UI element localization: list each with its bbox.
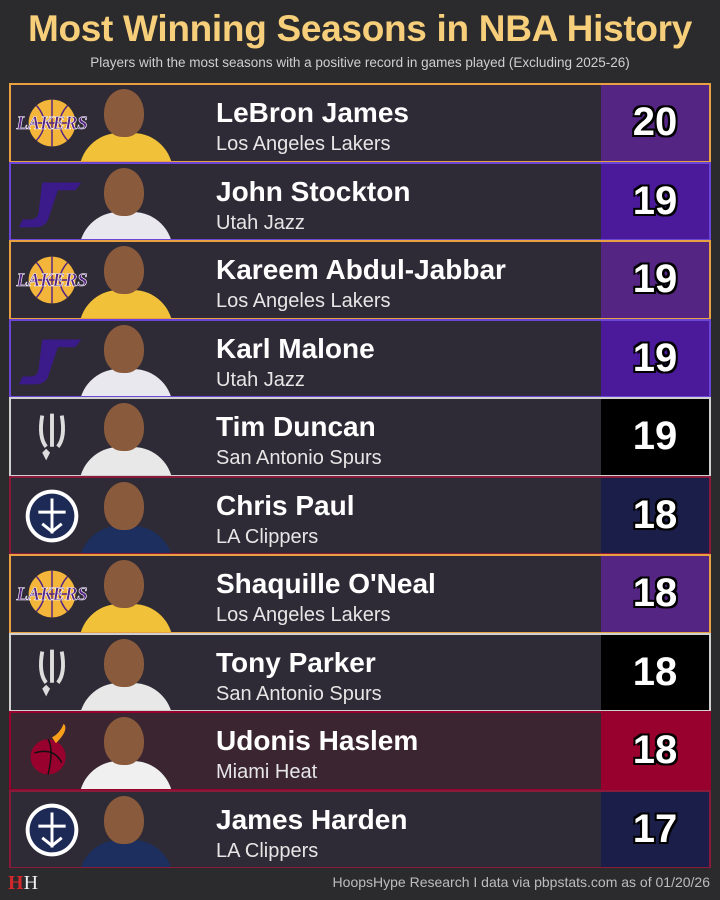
player-photo [71,324,181,397]
spurs-logo-icon [13,409,91,465]
subtitle: Players with the most seasons with a pos… [90,55,630,70]
player-photo [71,560,181,632]
winning-seasons-value: 20 [601,85,709,161]
winning-seasons-value: 17 [601,791,709,867]
ranking-table: LAKERS LeBron James Los Angeles Lakers 2… [9,83,711,868]
winning-seasons-value: 18 [601,713,709,789]
clippers-logo-icon [13,488,91,544]
table-row: Chris Paul LA Clippers 18 [9,475,711,554]
hoopshype-logo: HH [8,872,39,894]
source-footer: HoopsHype Research I data via pbpstats.c… [332,874,710,890]
team-name: Los Angeles Lakers [216,290,391,312]
svg-text:LAKERS: LAKERS [15,584,87,605]
winning-seasons-value: 18 [601,477,709,553]
winning-seasons-value: 19 [601,320,709,396]
winning-seasons-value: 18 [601,634,709,710]
player-photo [71,89,181,161]
player-name: LeBron James [216,97,409,128]
table-row: Karl Malone Utah Jazz 19 [9,318,711,397]
team-name: Los Angeles Lakers [216,133,391,155]
player-name: Udonis Haslem [216,725,419,756]
clippers-logo-icon [13,802,91,858]
player-photo [71,403,181,475]
table-row: LAKERS Kareem Abdul-Jabbar Los Angeles L… [9,240,711,319]
table-row: Udonis Haslem Miami Heat 18 [9,711,711,790]
player-name: Shaquille O'Neal [216,568,436,599]
lakers-logo-icon: LAKERS [13,566,91,622]
player-name: Tony Parker [216,646,376,678]
player-photo [71,481,181,554]
jazz-logo-icon [13,331,91,387]
team-name: Miami Heat [216,761,318,783]
player-photo [71,795,181,868]
page-title: Most Winning Seasons in NBA History [27,8,693,49]
player-name: Kareem Abdul-Jabbar [216,254,506,285]
team-name: Utah Jazz [216,211,305,234]
table-row: LAKERS LeBron James Los Angeles Lakers 2… [9,83,711,162]
winning-seasons-value: 18 [601,556,709,632]
winning-seasons-value: 19 [601,399,709,475]
lakers-logo-icon: LAKERS [13,95,91,151]
player-photo [71,167,181,240]
jazz-logo-icon [13,174,91,230]
player-photo [71,717,181,789]
svg-text:LAKERS: LAKERS [15,270,87,291]
team-name: Utah Jazz [216,368,305,391]
team-name: LA Clippers [216,525,319,548]
table-row: Tony Parker San Antonio Spurs 18 [9,632,711,711]
player-name: Chris Paul [216,489,355,521]
player-photo [71,246,181,318]
team-name: San Antonio Spurs [216,447,382,469]
svg-text:LAKERS: LAKERS [15,113,87,134]
player-photo [71,638,181,711]
table-row: Tim Duncan San Antonio Spurs 19 [9,397,711,476]
player-name: Karl Malone [216,332,375,364]
team-name: San Antonio Spurs [216,682,382,705]
team-name: Los Angeles Lakers [216,604,391,626]
player-name: Tim Duncan [216,411,376,442]
spurs-logo-icon [13,645,91,701]
winning-seasons-value: 19 [601,163,709,239]
heat-logo-icon [13,723,91,779]
team-name: LA Clippers [216,839,319,862]
table-row: James Harden LA Clippers 17 [9,789,711,868]
player-name: John Stockton [216,175,411,207]
player-name: James Harden [216,803,408,835]
table-row: John Stockton Utah Jazz 19 [9,161,711,240]
lakers-logo-icon: LAKERS [13,252,91,308]
table-row: LAKERS Shaquille O'Neal Los Angeles Lake… [9,554,711,633]
winning-seasons-value: 19 [601,242,709,318]
